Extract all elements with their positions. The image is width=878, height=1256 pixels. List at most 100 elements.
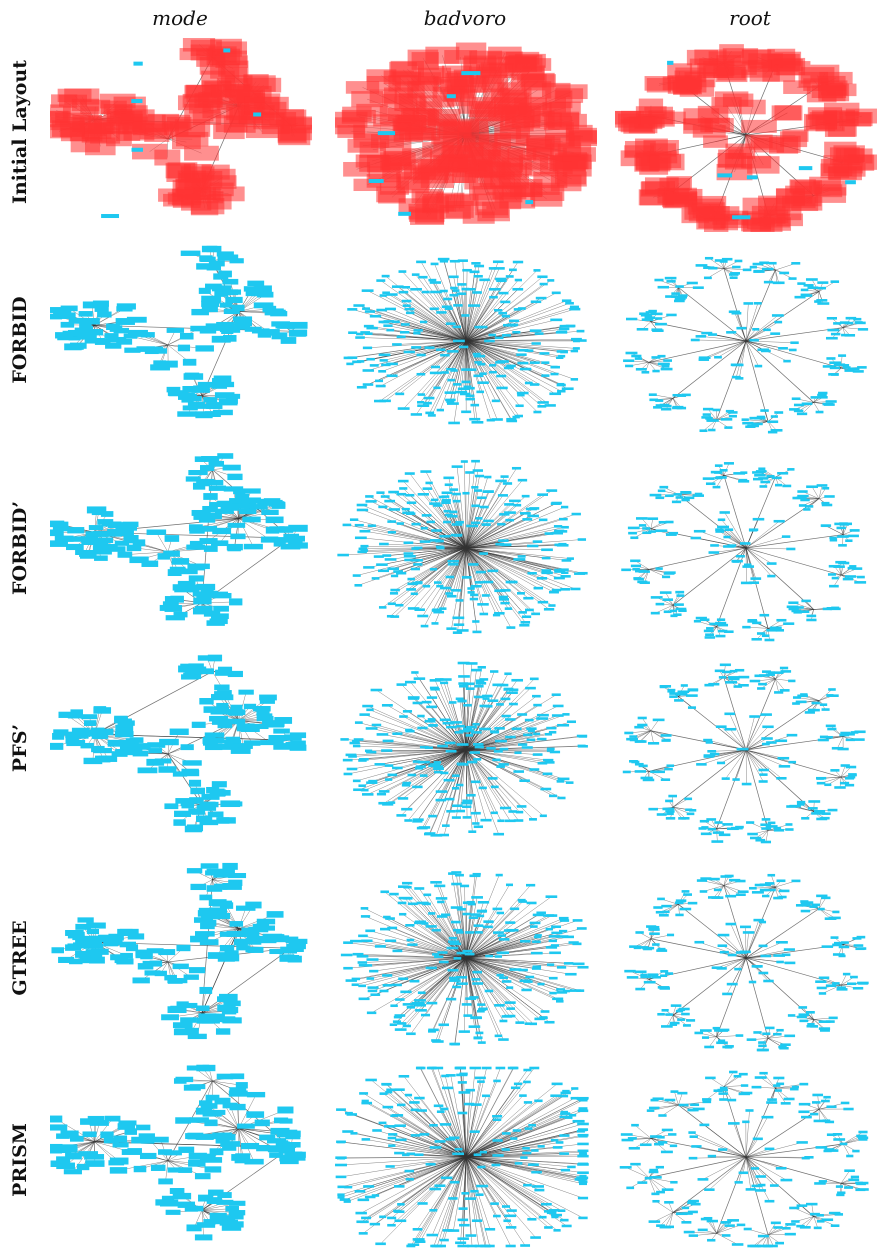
graph-node	[97, 519, 114, 525]
graph-node	[788, 607, 799, 611]
graph-node	[114, 717, 128, 724]
graph-node	[546, 489, 558, 492]
graph-node	[680, 491, 691, 494]
graph-node	[399, 715, 408, 718]
graph-node	[82, 318, 100, 325]
graph-node	[376, 308, 387, 312]
graph-node	[479, 612, 489, 616]
graph-svg	[337, 459, 588, 634]
graph-node	[479, 278, 490, 282]
graph-node	[578, 735, 588, 738]
graph-node	[219, 325, 234, 333]
graph-node	[705, 633, 715, 637]
graph-node	[527, 571, 537, 575]
graph-node	[704, 256, 714, 260]
graph-node	[413, 546, 423, 550]
graph-node	[253, 302, 274, 309]
graph-node	[807, 286, 819, 290]
graph-node	[641, 318, 654, 321]
graph-node	[511, 466, 522, 470]
overlapping-node	[210, 63, 240, 79]
graph-node	[484, 475, 492, 479]
graph-node	[788, 601, 799, 605]
graph-node	[463, 727, 472, 731]
graph-node	[229, 498, 247, 504]
graph-edge	[465, 540, 504, 549]
graph-node	[440, 289, 448, 293]
graph-node	[804, 505, 814, 508]
graph-node	[551, 714, 564, 717]
graph-node	[845, 316, 857, 320]
graph-node	[672, 393, 682, 397]
graph-node	[196, 592, 211, 599]
graph-node	[439, 534, 451, 538]
graph-node	[469, 597, 479, 601]
graph-edge	[358, 305, 467, 342]
graph-node	[572, 347, 580, 350]
graph-node	[459, 684, 469, 688]
graph-node	[177, 580, 196, 588]
graph-node	[752, 262, 764, 266]
graph-node	[384, 499, 396, 503]
graph-node	[253, 706, 271, 712]
graph-node	[747, 832, 758, 836]
graph-node	[493, 267, 505, 270]
graph-edge	[724, 512, 747, 549]
graph-edge	[393, 547, 467, 569]
graph-node	[364, 749, 373, 753]
graph-node	[459, 729, 470, 733]
graph-node	[163, 550, 180, 557]
graph-node	[465, 386, 475, 390]
graph-node	[485, 704, 493, 708]
graph-node	[406, 588, 417, 591]
graph-node	[462, 805, 472, 809]
overlapping-node	[132, 121, 168, 136]
graph-node	[831, 373, 839, 376]
graph-node	[541, 548, 553, 552]
graph-node	[421, 514, 432, 517]
graph-node	[451, 816, 461, 819]
graph-node	[280, 337, 297, 344]
graph-node	[738, 675, 750, 679]
graph-node	[472, 291, 482, 294]
graph-edge	[465, 749, 561, 782]
graph-node	[452, 774, 460, 777]
graph-node	[502, 334, 512, 337]
graph-node	[438, 495, 446, 499]
graph-node	[686, 812, 695, 816]
graph-node	[129, 556, 149, 564]
graph-edge	[465, 340, 568, 389]
graph-node	[664, 767, 673, 771]
graph-node	[93, 747, 112, 754]
graph-node	[714, 669, 725, 673]
graph-node	[206, 402, 223, 409]
graph-node	[94, 555, 108, 561]
graph-node	[403, 350, 415, 354]
graph-node	[348, 755, 357, 758]
graph-node	[822, 486, 830, 490]
graph-edge	[465, 683, 469, 751]
graph-node	[723, 535, 731, 539]
graph-edge	[745, 340, 759, 367]
graph-node	[519, 367, 532, 371]
graph-svg	[340, 661, 588, 837]
graph-node	[761, 818, 771, 821]
graph-node	[378, 370, 387, 373]
graph-edge	[811, 486, 820, 499]
graph-node	[477, 665, 486, 669]
graph-node	[761, 827, 772, 830]
graph-node	[352, 744, 361, 748]
graph-node	[542, 758, 554, 762]
overlapping-node	[835, 148, 864, 163]
graph-node	[706, 419, 716, 422]
graph-node	[101, 214, 120, 219]
graph-node	[529, 818, 537, 821]
graph-node	[550, 372, 559, 376]
graph-node	[358, 759, 367, 762]
graph-node	[446, 809, 456, 813]
graph-edge	[465, 547, 500, 614]
graph-node	[478, 786, 487, 790]
graph-node	[472, 723, 480, 726]
graph-edge	[465, 532, 558, 549]
graph-node	[441, 371, 449, 374]
